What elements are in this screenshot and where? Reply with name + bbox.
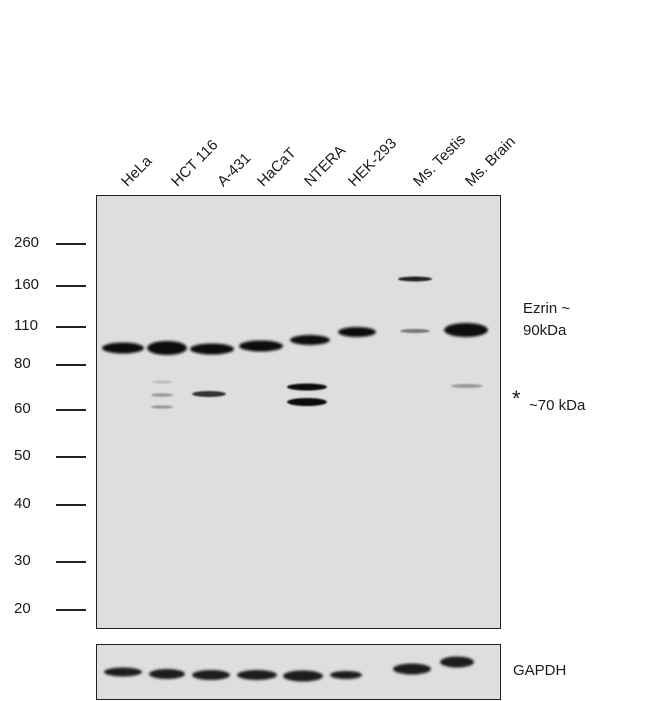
marker-label-80: 80 (14, 355, 31, 372)
band-mstestis-160 (398, 276, 432, 282)
band-hct116-70a (152, 380, 172, 384)
marker-tick-40 (56, 504, 86, 506)
band-a431-70 (192, 391, 226, 397)
band-gapdh-mstestis (393, 663, 431, 675)
marker-tick-80 (56, 364, 86, 366)
band-hct116-70b (151, 393, 173, 397)
marker-label-20: 20 (14, 600, 31, 617)
band-hek293-90 (338, 327, 376, 337)
ezrin-label-line2: 90kDa (523, 322, 567, 339)
asterisk-marker: * (512, 386, 521, 411)
band-mstestis-100 (400, 329, 430, 333)
band-hct116-70c (151, 405, 173, 409)
band-hela-90 (102, 342, 144, 354)
band-gapdh-a431 (192, 670, 230, 680)
gapdh-label: GAPDH (513, 662, 567, 679)
marker-tick-160 (56, 285, 86, 287)
band-ntera-70a (287, 383, 327, 391)
marker-label-160: 160 (14, 276, 40, 293)
band-msbrain-90 (444, 323, 488, 337)
band-ntera-90 (290, 335, 330, 345)
band-gapdh-ntera (283, 670, 323, 682)
band-gapdh-hct116 (149, 669, 185, 679)
band-hacat-90 (239, 340, 283, 352)
marker-label-30: 30 (14, 552, 31, 569)
marker-label-260: 260 (14, 234, 40, 251)
band-hct116-90 (147, 341, 187, 355)
band-gapdh-msbrain (440, 656, 474, 668)
marker-label-50: 50 (14, 447, 31, 464)
band-gapdh-hacat (237, 670, 277, 680)
marker-label-40: 40 (14, 495, 31, 512)
ezrin-label-line1: Ezrin ~ (523, 300, 571, 317)
marker-tick-110 (56, 326, 86, 328)
marker-label-60: 60 (14, 400, 31, 417)
marker-tick-50 (56, 456, 86, 458)
marker-tick-260 (56, 243, 86, 245)
marker-tick-30 (56, 561, 86, 563)
band-msbrain-70 (451, 384, 483, 388)
band-gapdh-hek293 (330, 671, 362, 679)
marker-tick-20 (56, 609, 86, 611)
band-gapdh-hela (104, 667, 142, 677)
marker-tick-60 (56, 409, 86, 411)
main-blot-panel (96, 195, 501, 629)
band-ntera-70b (287, 398, 327, 406)
band-a431-90 (190, 343, 234, 355)
marker-label-110: 110 (14, 317, 38, 334)
band-70kda-label: ~70 kDa (529, 397, 586, 414)
